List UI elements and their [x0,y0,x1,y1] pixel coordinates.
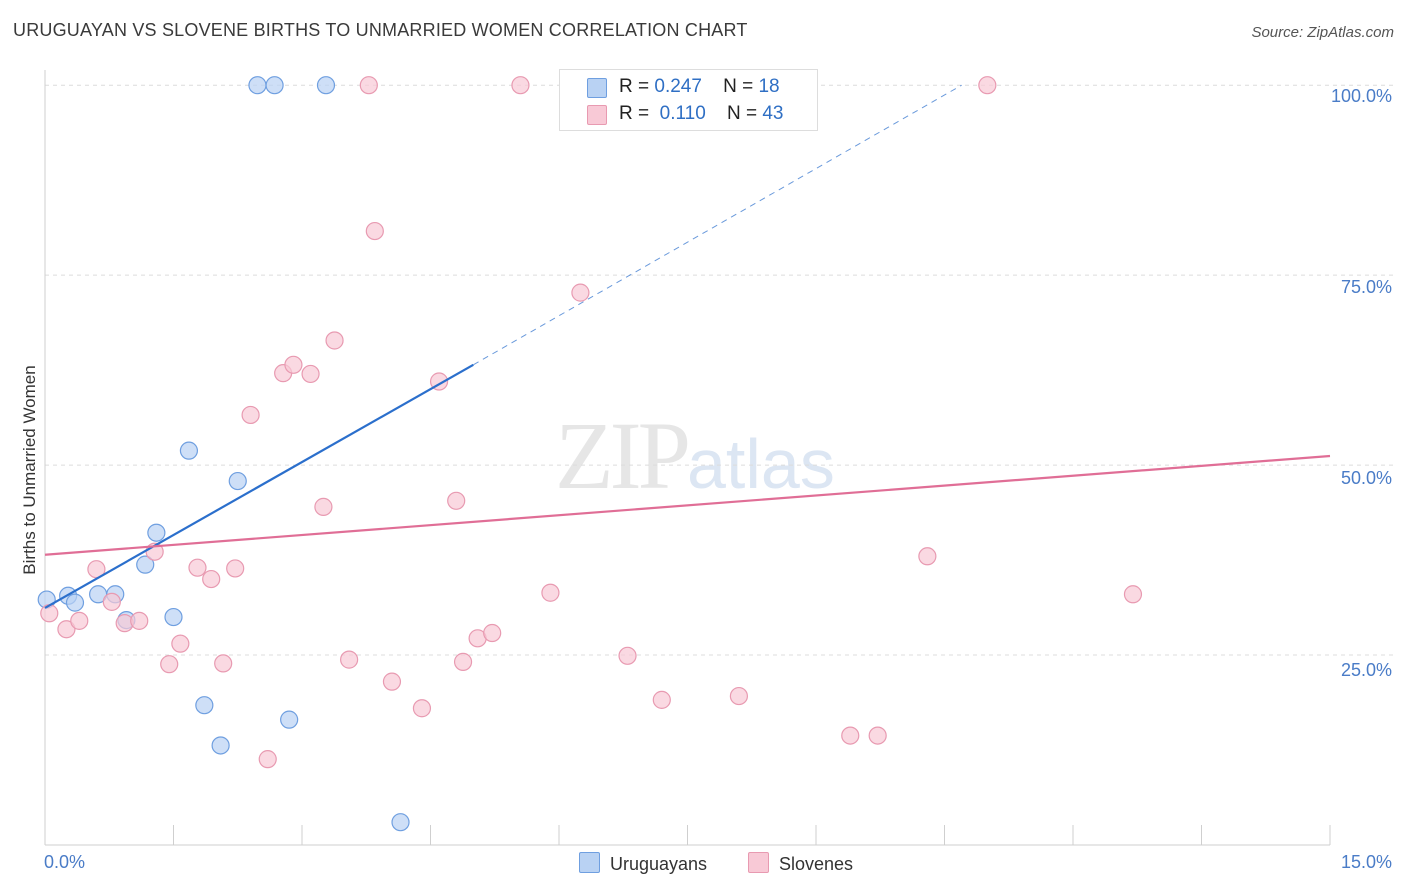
point-slovenes-42 [1123,585,1143,604]
point-slovenes-4 [102,592,121,611]
point-slovenes-23 [365,221,384,241]
bottom-legend-uruguayans: Uruguayans [579,852,707,875]
point-slovenes-2 [70,611,89,630]
point-slovenes-20 [325,331,344,350]
point-slovenes-13 [226,559,245,578]
legend-swatch-uruguayans [587,78,607,98]
point-uruguayans-12 [228,471,247,491]
point-slovenes-0 [40,604,59,623]
legend-r-value: 0.247 [654,76,702,97]
point-slovenes-39 [868,726,887,745]
legend-text-uruguayans: R = 0.247 N = 18 [619,76,780,98]
point-slovenes-9 [171,634,190,653]
bottom-legend-label-slovenes: Slovenes [779,854,854,874]
point-slovenes-21 [340,650,359,669]
x-tick-label-max: 15.0% [1340,852,1392,872]
y-tick-label-25: 25.0% [1340,660,1392,680]
point-slovenes-30 [483,623,502,643]
bottom-legend-slovenes: Slovenes [748,852,853,875]
point-uruguayans-15 [280,710,299,729]
point-slovenes-12 [214,654,233,673]
chart-title: URUGUAYAN VS SLOVENE BIRTHS TO UNMARRIED… [13,20,748,40]
legend-r-label: R = [619,76,650,97]
point-uruguayans-7 [147,523,166,542]
bottom-legend-swatch-uruguayans [579,852,600,873]
y-tick-label-50: 50.0% [1340,468,1392,488]
point-slovenes-6 [130,611,149,630]
watermark-zip: ZIP [555,402,691,509]
point-slovenes-36 [652,690,671,709]
legend-swatch-slovenes [587,105,607,125]
point-slovenes-18 [301,364,320,384]
point-slovenes-35 [618,646,637,665]
x-tick-label-min: 0.0% [44,852,86,872]
point-slovenes-1 [57,620,76,639]
legend-n-label: N = [723,76,754,97]
bottom-legend-label-uruguayans: Uruguayans [610,854,708,874]
point-slovenes-15 [258,750,277,769]
point-slovenes-14 [241,405,260,425]
correlation-legend: R = 0.247 N = 18 R = 0.110 N = 43 [559,69,818,131]
legend-n-value: 43 [762,103,784,124]
legend-r-value: 0.110 [659,103,706,124]
point-slovenes-40 [918,547,937,566]
point-slovenes-19 [314,497,333,516]
point-uruguayans-10 [195,696,214,715]
trendline-uruguayans [44,363,474,609]
y-tick-label-100: 100.0% [1330,86,1392,106]
point-slovenes-17 [284,355,303,374]
watermark-atlas: atlas [687,425,835,503]
point-slovenes-25 [412,699,432,718]
point-uruguayans-17 [391,813,410,832]
point-slovenes-28 [453,652,473,671]
point-slovenes-8 [160,655,179,674]
point-slovenes-22 [359,76,378,95]
point-slovenes-37 [729,686,749,706]
point-slovenes-31 [511,76,530,95]
trendline-uruguayans-extension [473,84,962,366]
point-slovenes-27 [447,491,466,510]
point-slovenes-10 [188,558,207,577]
point-uruguayans-14 [265,76,284,95]
y-tick-label-75: 75.0% [1340,277,1392,297]
point-slovenes-34 [571,283,590,302]
legend-n-label: N = [726,103,758,124]
point-uruguayans-9 [179,441,199,460]
watermark: ZIPatlas [555,400,835,511]
point-uruguayans-16 [316,76,336,95]
point-slovenes-24 [382,672,402,691]
point-slovenes-41 [978,76,997,95]
legend-n-value: 18 [758,76,780,97]
point-slovenes-38 [841,726,860,745]
trendline-slovenes [44,454,1331,556]
legend-text-slovenes: R = 0.110 N = 43 [619,103,783,125]
point-uruguayans-2 [65,593,85,612]
point-uruguayans-13 [248,76,267,95]
point-uruguayans-11 [211,736,230,755]
point-slovenes-11 [202,569,221,589]
point-slovenes-32 [541,583,560,602]
bottom-legend-swatch-slovenes [748,852,769,873]
point-uruguayans-8 [164,607,183,627]
point-uruguayans-6 [136,555,155,574]
source-label: Source: ZipAtlas.com [1251,24,1394,41]
legend-r-label: R = [619,103,650,124]
